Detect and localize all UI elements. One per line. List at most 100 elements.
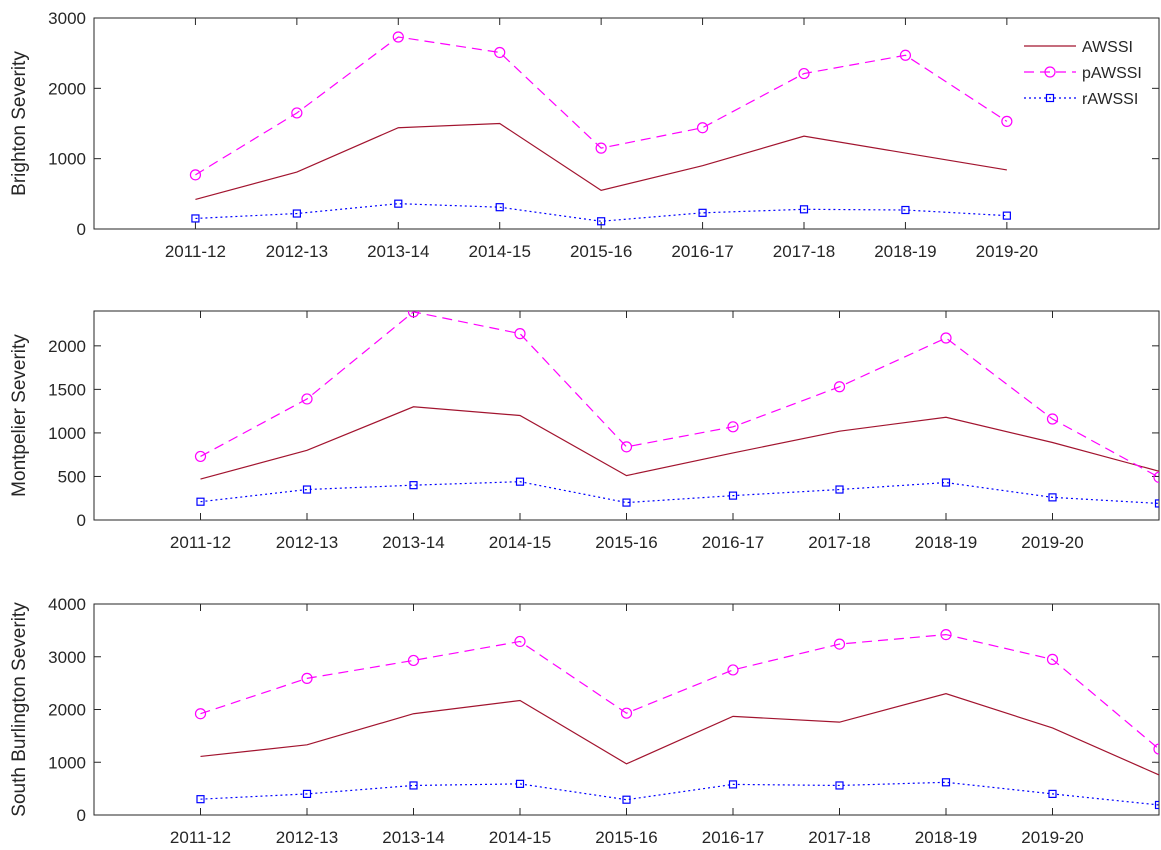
x-tick-label: 2014-15 xyxy=(489,533,551,552)
data-point-pawssi xyxy=(1001,115,1013,127)
data-point-pawssi xyxy=(189,169,202,181)
series-group xyxy=(194,311,1159,508)
x-tick-label: 2015-16 xyxy=(595,828,657,847)
data-point-pawssi xyxy=(1153,471,1159,483)
data-point-rawssi xyxy=(1002,211,1011,220)
data-point-rawssi xyxy=(622,498,631,507)
data-point-pawssi xyxy=(407,654,420,667)
y-tick-label: 0 xyxy=(77,220,86,239)
series-line-pawssi xyxy=(195,36,1008,176)
data-point-rawssi xyxy=(495,203,504,212)
series-group xyxy=(194,628,1159,810)
data-point-rawssi xyxy=(191,214,200,223)
data-point-rawssi xyxy=(1048,493,1057,502)
x-tick-label: 2013-14 xyxy=(382,828,444,847)
x-tick-label: 2016-17 xyxy=(702,828,764,847)
x-tick-label: 2019-20 xyxy=(1021,533,1083,552)
x-tick-label: 2019-20 xyxy=(1021,828,1083,847)
y-tick-label: 1500 xyxy=(48,380,86,399)
legend: AWSSI pAWSSI rAWSSI xyxy=(1024,39,1142,108)
panel-1: 0 1000 2000 3000 2011-12 2012-13 2013-14 2014-1… xyxy=(9,9,1160,261)
x-tick-label: 2015-16 xyxy=(595,533,657,552)
y-tick-label: 2000 xyxy=(48,79,86,98)
data-point-rawssi xyxy=(728,491,738,500)
data-point-pawssi xyxy=(407,311,420,318)
y-axis-label: South Burlington Severity xyxy=(9,602,30,817)
y-tick-label: 1000 xyxy=(48,424,86,443)
data-point-rawssi xyxy=(302,485,312,494)
data-point-rawssi xyxy=(515,779,525,788)
data-point-pawssi xyxy=(301,393,313,405)
data-point-pawssi xyxy=(595,142,607,154)
data-point-pawssi xyxy=(494,46,506,59)
data-point-pawssi xyxy=(620,707,633,719)
series-line-rawssi xyxy=(200,481,1159,505)
plot-frame xyxy=(93,17,1160,230)
data-point-rawssi xyxy=(901,205,910,215)
data-point-pawssi xyxy=(514,328,526,340)
panel-3: 0 1000 2000 3000 4000 2011-12 2012-13 2013-14 20… xyxy=(9,595,1160,847)
legend-marker xyxy=(1044,66,1056,78)
series-line-awssi xyxy=(200,693,1159,776)
data-point-rawssi xyxy=(1154,800,1159,810)
series-line-awssi xyxy=(195,122,1007,201)
data-point-rawssi xyxy=(409,481,418,490)
data-point-rawssi xyxy=(196,497,205,506)
legend-label-rawssi: rAWSSI xyxy=(1082,91,1138,108)
y-tick-label: 3000 xyxy=(48,9,86,28)
data-point-rawssi xyxy=(728,780,738,789)
y-tick-label: 500 xyxy=(58,467,86,486)
data-point-rawssi xyxy=(196,795,205,804)
data-point-pawssi xyxy=(940,628,952,641)
y-tick-label: 1000 xyxy=(48,150,86,169)
plot-frame xyxy=(93,603,1160,816)
x-tick-label: 2011-12 xyxy=(170,533,231,552)
data-point-rawssi xyxy=(622,795,631,804)
x-tick-label: 2012-13 xyxy=(276,533,338,552)
data-point-pawssi xyxy=(194,450,207,463)
x-tick-label: 2018-19 xyxy=(915,533,977,552)
data-point-rawssi xyxy=(1154,499,1159,508)
data-point-pawssi xyxy=(833,381,846,393)
x-tick-label: 2017-18 xyxy=(808,533,870,552)
y-axis-label: Montpelier Severity xyxy=(9,334,30,497)
data-point-pawssi xyxy=(620,441,633,453)
panel-2: 0 500 1000 1500 2000 2011-12 2012-13 2013-14 201… xyxy=(9,310,1160,552)
x-tick-label: 2017-18 xyxy=(808,828,870,847)
data-point-pawssi xyxy=(727,664,739,676)
data-point-pawssi xyxy=(1046,653,1059,665)
x-tick-label: 2014-15 xyxy=(469,242,531,261)
data-point-rawssi xyxy=(941,778,951,787)
data-point-pawssi xyxy=(392,31,404,43)
x-tick-label: 2019-20 xyxy=(976,242,1038,261)
data-point-pawssi xyxy=(301,672,313,684)
x-tick-label: 2013-14 xyxy=(367,242,429,261)
x-tick-label: 2017-18 xyxy=(773,242,835,261)
x-tick-label: 2012-13 xyxy=(266,242,328,261)
y-tick-label: 0 xyxy=(77,806,86,825)
data-point-rawssi xyxy=(799,205,809,214)
legend-marker xyxy=(1045,93,1055,103)
x-tick-label: 2016-17 xyxy=(671,242,733,261)
x-tick-label: 2012-13 xyxy=(276,828,338,847)
data-point-rawssi xyxy=(597,217,606,226)
data-point-pawssi xyxy=(727,421,739,433)
data-point-rawssi xyxy=(1048,789,1057,799)
series-line-awssi xyxy=(200,406,1159,480)
data-point-rawssi xyxy=(941,478,951,487)
y-tick-label: 0 xyxy=(77,511,86,530)
data-point-pawssi xyxy=(696,122,709,134)
legend-label-pawssi: pAWSSI xyxy=(1082,65,1142,82)
data-point-pawssi xyxy=(194,708,207,720)
y-axis-label: Brighton Severity xyxy=(9,51,30,196)
data-point-rawssi xyxy=(698,208,707,217)
x-tick-label: 2011-12 xyxy=(165,242,226,261)
x-tick-label: 2018-19 xyxy=(915,828,977,847)
data-point-rawssi xyxy=(409,781,418,790)
x-tick-label: 2018-19 xyxy=(874,242,936,261)
data-point-pawssi xyxy=(899,49,912,61)
series-group xyxy=(189,31,1013,226)
x-tick-label: 2011-12 xyxy=(170,828,231,847)
x-tick-label: 2016-17 xyxy=(702,533,764,552)
